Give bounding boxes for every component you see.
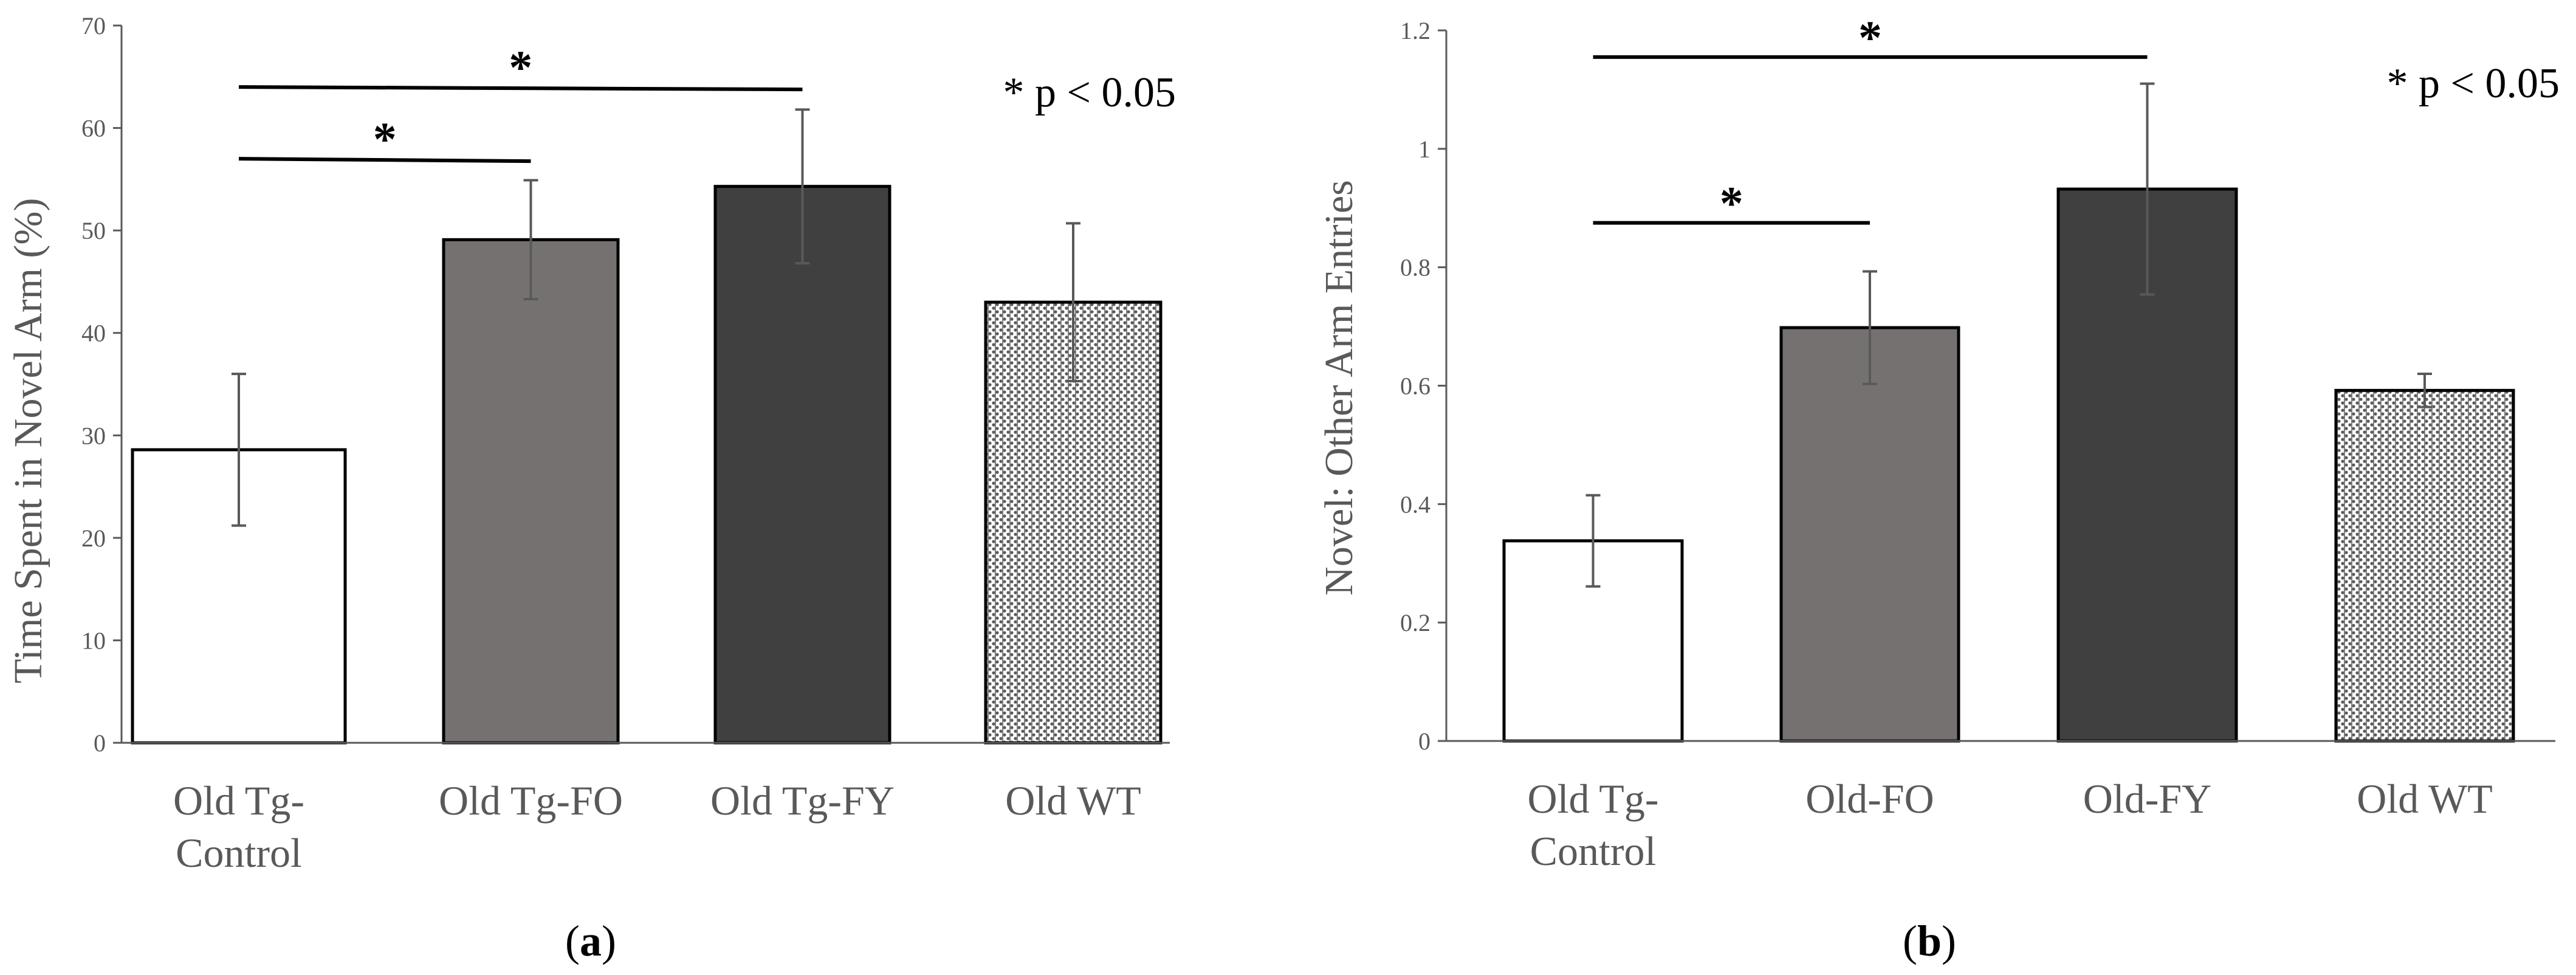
y-tick-label: 0.4 — [1400, 491, 1431, 518]
y-tick-label: 50 — [81, 217, 106, 244]
category-label: Old-FY — [2083, 776, 2212, 822]
y-tick-label: 60 — [81, 115, 106, 142]
significance-star: * — [373, 112, 397, 165]
significance-markers: ** — [1593, 11, 2148, 230]
error-bar — [1066, 222, 1080, 382]
y-axis-label: Time Spent in Novel Arm (%) — [6, 198, 50, 684]
bar — [713, 185, 891, 745]
bars — [131, 185, 1163, 745]
significance-note: * p < 0.05 — [2387, 60, 2560, 107]
y-tick-label: 0.6 — [1400, 373, 1431, 400]
category-label: Old WT — [1005, 777, 1141, 824]
error-bar — [2140, 82, 2155, 296]
y-tick-labels: 0 10 20 30 40 50 60 70 — [81, 12, 122, 757]
significance-markers: ** — [238, 41, 803, 165]
category-label: Old Tg-FO — [439, 777, 623, 824]
significance-bracket: * — [238, 112, 531, 165]
category-labels: Old Tg-Control Old Tg-FO Old Tg-FY Old WT — [173, 777, 1141, 876]
significance-bracket: * — [238, 41, 803, 94]
y-tick-label: 10 — [81, 627, 106, 654]
bars — [1502, 187, 2515, 743]
category-labels: Old Tg-Control Old-FO Old-FY Old WT — [1528, 776, 2493, 874]
significance-star: * — [1858, 11, 1882, 64]
error-bar — [1585, 494, 1601, 588]
category-label: Old-FO — [1805, 776, 1934, 822]
y-tick-label: 0 — [94, 729, 106, 757]
error-bar — [795, 108, 810, 265]
panel-label: (b) — [1903, 917, 1956, 965]
category-label: Old Tg-Control — [1528, 776, 1659, 874]
chart-panel-a: Time Spent in Novel Arm (%) 0 10 20 30 40 50 6… — [6, 12, 1176, 965]
bar — [442, 238, 620, 745]
significance-bracket: * — [1593, 11, 2148, 64]
significance-note: * p < 0.05 — [1003, 69, 1176, 116]
panel-letter: a — [580, 917, 602, 965]
category-label: Old Tg-FY — [710, 777, 895, 824]
panel-label: (a) — [565, 917, 616, 965]
error-bar — [232, 373, 246, 527]
chart-panel-b: Novel: Other Arm Entries 0 0.2 0.4 0.6 0.8 1 1… — [1317, 11, 2560, 965]
error-bar — [1863, 270, 1877, 385]
y-axis-label: Novel: Other Arm Entries — [1317, 180, 1361, 596]
y-tick-label: 1 — [1418, 136, 1431, 163]
error-bar — [523, 179, 538, 301]
y-tick-label: 1.2 — [1400, 17, 1431, 44]
error-bars — [1585, 82, 2432, 588]
bar — [1779, 326, 1960, 743]
y-tick-label: 20 — [81, 525, 106, 552]
y-tick-label: 70 — [81, 12, 106, 40]
y-tick-label: 30 — [81, 422, 106, 449]
y-tick-label: 0.2 — [1400, 609, 1431, 636]
significance-bracket: * — [1593, 177, 1870, 230]
significance-star: * — [1720, 177, 1743, 230]
error-bar — [2417, 373, 2432, 408]
y-tick-label: 40 — [81, 320, 106, 347]
y-tick-label: 0 — [1418, 728, 1431, 755]
significance-star: * — [509, 41, 532, 94]
panel-letter: b — [1917, 917, 1942, 965]
error-bars — [232, 108, 1080, 527]
y-tick-labels: 0 0.2 0.4 0.6 0.8 1 1.2 — [1400, 17, 1446, 755]
bar — [2334, 388, 2515, 743]
category-label: Old Tg-Control — [173, 777, 304, 876]
y-tick-label: 0.8 — [1400, 254, 1431, 281]
category-label: Old WT — [2357, 776, 2493, 822]
